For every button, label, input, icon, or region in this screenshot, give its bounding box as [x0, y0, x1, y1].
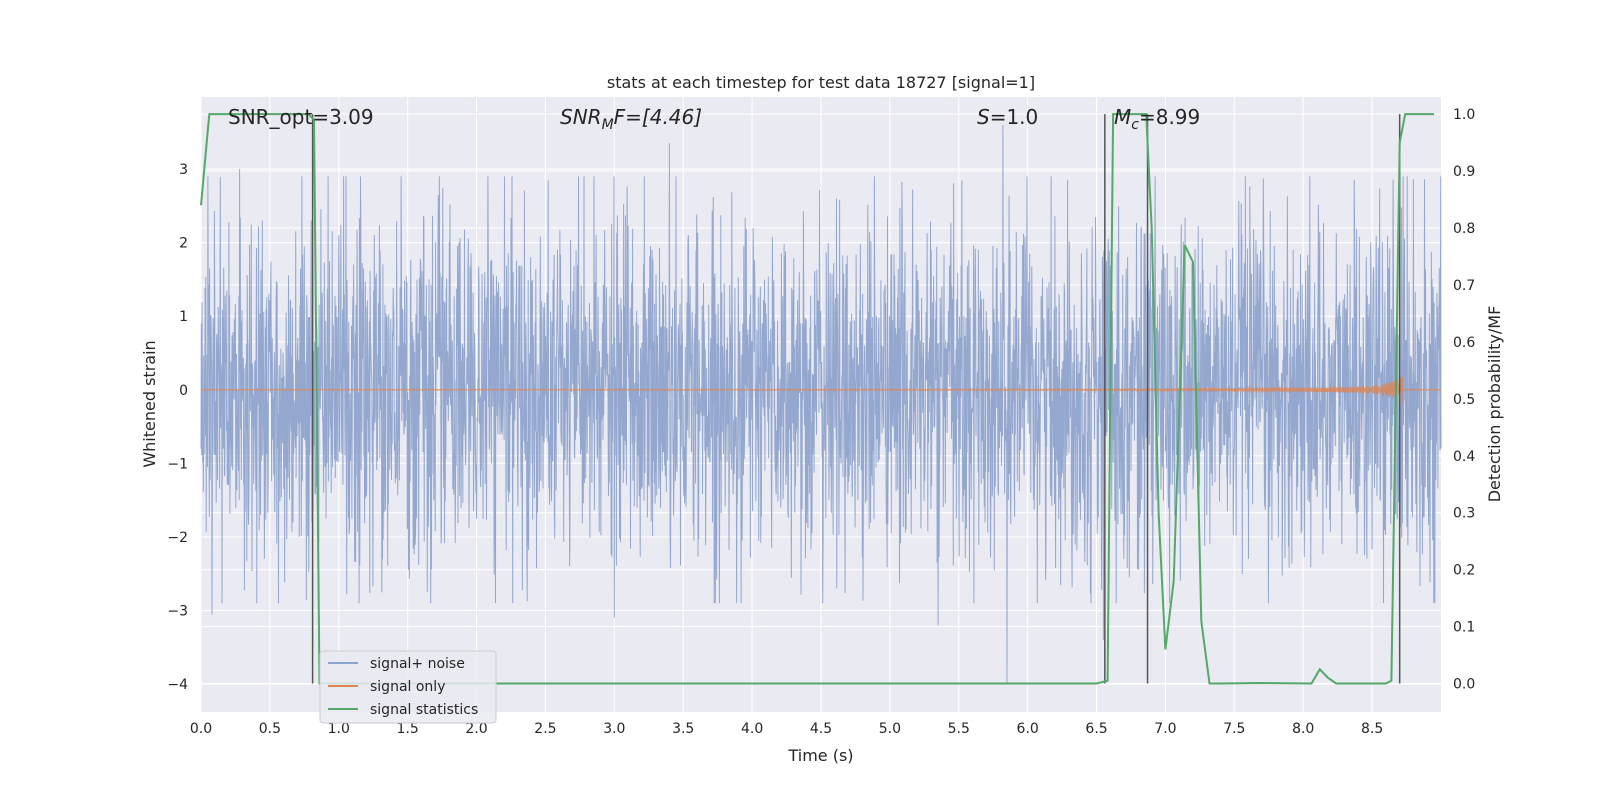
x-tick-label: 0.0 — [190, 721, 212, 737]
y-left-tick-label: −4 — [167, 677, 188, 693]
y-left-tick-label: 0 — [179, 383, 188, 399]
annotation-snr-mf-prefix: SNR — [560, 105, 602, 129]
y-right-tick-label: 0.7 — [1453, 278, 1475, 294]
chart-title: stats at each timestep for test data 187… — [607, 73, 1035, 92]
x-tick-label: 4.0 — [741, 721, 763, 737]
annotation-mc-suffix: =8.99 — [1139, 105, 1200, 129]
legend-label-signal-noise: signal+ noise — [370, 656, 465, 672]
annotation-s-prefix: S — [977, 105, 990, 129]
x-tick-label: 3.0 — [603, 721, 625, 737]
noise-line — [200, 124, 1442, 685]
annotation-s: S=1.0 — [977, 105, 1038, 129]
x-tick-label: 1.5 — [397, 721, 419, 737]
y-left-tick-label: −2 — [167, 530, 188, 546]
y-right-tick-label: 0.1 — [1453, 620, 1475, 636]
x-tick-label: 2.5 — [534, 721, 556, 737]
x-axis-title: Time (s) — [787, 746, 853, 765]
annotation-snr-mf: SNRMF=[4.46] — [560, 105, 702, 133]
series-signal-only — [200, 376, 1441, 404]
y-right-tick-label: 0.9 — [1453, 164, 1475, 180]
annotation-mc-prefix: M — [1114, 105, 1131, 129]
y-right-tick-label: 0.4 — [1453, 449, 1475, 465]
x-tick-label: 5.0 — [879, 721, 901, 737]
y-right-tick-label: 0.0 — [1453, 677, 1475, 693]
legend-label-signal-statistics: signal statistics — [370, 702, 478, 718]
annotation-snr-opt: SNR_opt=3.09 — [228, 105, 374, 129]
y-axis-title-left: Whitened strain — [140, 340, 159, 467]
x-tick-label: 1.0 — [328, 721, 350, 737]
annotation-snr-mf-suffix: F=[4.46] — [614, 105, 702, 129]
x-tick-label: 0.5 — [259, 721, 281, 737]
x-tick-label: 8.0 — [1292, 721, 1314, 737]
annotation-snr-mf-sub: M — [602, 117, 614, 133]
x-tick-label: 6.5 — [1085, 721, 1107, 737]
legend: signal+ noise signal only signal statist… — [319, 650, 497, 724]
legend-label-signal-only: signal only — [370, 679, 445, 695]
x-tick-label: 2.0 — [465, 721, 487, 737]
y-right-tick-label: 0.5 — [1453, 392, 1475, 408]
chirp-line — [200, 376, 1441, 404]
y-left-tick-label: −3 — [167, 603, 188, 619]
legend-box — [319, 650, 497, 724]
y-right-tick-label: 0.2 — [1453, 563, 1475, 579]
y-axis-title-right: Detection probability/MF — [1485, 306, 1504, 503]
x-tick-label: 7.5 — [1223, 721, 1245, 737]
annotation-s-suffix: =1.0 — [990, 105, 1039, 129]
y-left-tick-label: 1 — [179, 309, 188, 325]
x-tick-label: 7.0 — [1154, 721, 1176, 737]
y-left-tick-label: 2 — [179, 236, 188, 252]
series-signal-statistics — [200, 113, 1435, 685]
annotation-mc: Mc=8.99 — [1114, 105, 1200, 133]
y-left-tick-label: −1 — [167, 456, 188, 472]
x-tick-label: 4.5 — [810, 721, 832, 737]
y-right-tick-label: 1.0 — [1453, 107, 1475, 123]
x-tick-label: 8.5 — [1361, 721, 1383, 737]
x-tick-label: 6.0 — [1017, 721, 1039, 737]
series-signal-noise — [200, 124, 1442, 685]
y-right-tick-label: 0.8 — [1453, 221, 1475, 237]
y-right-tick-label: 0.6 — [1453, 335, 1475, 351]
annotation-mc-sub: c — [1131, 117, 1139, 133]
y-left-tick-label: 3 — [179, 162, 188, 178]
y-right-tick-label: 0.3 — [1453, 506, 1475, 522]
x-tick-label: 5.5 — [948, 721, 970, 737]
x-tick-label: 3.5 — [672, 721, 694, 737]
probability-line — [200, 113, 1435, 685]
axis-ticks: 0.0 0.5 1.0 1.5 2.0 2.5 3.0 3.5 4.0 4.5 5.0 5.5 6.0 6… — [167, 107, 1475, 737]
